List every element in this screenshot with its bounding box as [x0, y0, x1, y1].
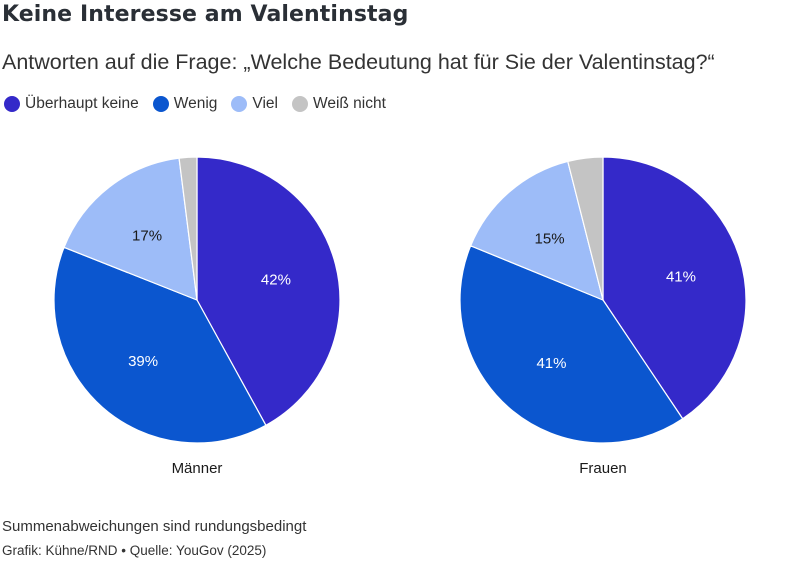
legend-item-weiss-nicht: Weiß nicht	[291, 95, 386, 113]
slice-value-label-ueberhaupt-keine: 41%	[666, 268, 696, 285]
legend-label-ueberhaupt-keine: Überhaupt keine	[25, 95, 139, 112]
slice-value-label-wenig: 41%	[536, 355, 566, 372]
legend-item-wenig: Wenig	[152, 95, 218, 113]
pie-slice-weiss-nicht	[178, 156, 198, 301]
legend: Überhaupt keine Wenig Viel Weiß nicht	[4, 95, 400, 113]
legend-label-weiss-nicht: Weiß nicht	[312, 95, 386, 112]
slice-value-label-viel: 17%	[132, 228, 162, 245]
legend-item-ueberhaupt-keine: Überhaupt keine	[4, 95, 139, 113]
pie-slice-viel	[63, 157, 198, 301]
pie-slice-wenig	[459, 245, 684, 444]
slice-value-label-viel: 15%	[535, 230, 565, 247]
source-credit: Grafik: Kühne/RND • Quelle: YouGov (2025…	[2, 543, 267, 558]
pie-maenner: 42% 39% 17%	[53, 156, 341, 444]
pie-slice-ueberhaupt-keine	[196, 156, 341, 427]
slice-value-label-wenig: 39%	[128, 353, 158, 370]
pie-label-maenner: Männer	[172, 460, 223, 477]
pie-slice-viel	[469, 160, 604, 302]
legend-swatch-ueberhaupt-keine	[4, 96, 20, 112]
legend-label-viel: Viel	[252, 95, 278, 112]
legend-swatch-viel	[231, 96, 248, 112]
pie-slice-wenig	[53, 246, 267, 444]
pie-slice-ueberhaupt-keine	[602, 156, 747, 420]
pie-frauen: 41% 41% 15%	[459, 156, 747, 444]
legend-swatch-wenig	[152, 96, 169, 112]
legend-swatch-weiss-nicht	[291, 96, 308, 112]
legend-item-viel: Viel	[231, 95, 278, 113]
legend-label-wenig: Wenig	[173, 95, 218, 112]
chart-title: Keine Interesse am Valentinstag	[2, 2, 409, 27]
footnote: Summenabweichungen sind rundungsbedingt	[2, 518, 307, 535]
pie-slice-weiss-nicht	[567, 156, 604, 301]
chart-subtitle: Antworten auf die Frage: „Welche Bedeutu…	[2, 50, 715, 74]
slice-value-label-ueberhaupt-keine: 42%	[261, 272, 291, 289]
pie-label-frauen: Frauen	[579, 460, 627, 477]
